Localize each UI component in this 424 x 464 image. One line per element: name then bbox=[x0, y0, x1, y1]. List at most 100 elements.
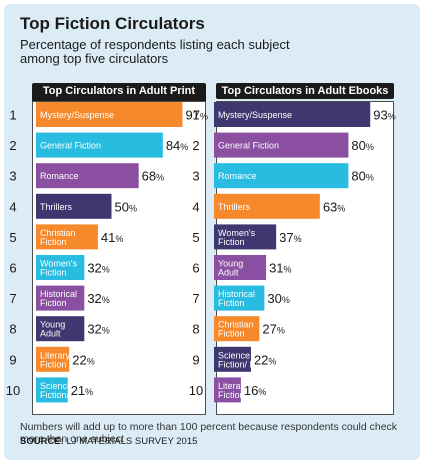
rank-number: 7 bbox=[192, 291, 199, 306]
category-label: Science Fiction/ Fantasy bbox=[218, 350, 282, 369]
category-label: Thrillers bbox=[40, 202, 73, 212]
rank-number: 10 bbox=[189, 383, 203, 398]
rank-number: 10 bbox=[6, 383, 20, 398]
bar-row: 10 Literary Fiction 16% bbox=[189, 377, 266, 403]
category-label: General Fiction bbox=[40, 141, 101, 151]
bar-row: 5 Christian Fiction 41% bbox=[9, 224, 123, 250]
rank-number: 8 bbox=[192, 322, 199, 337]
bar-row: 6 Women's Fiction 32% bbox=[9, 255, 110, 280]
bar bbox=[214, 132, 349, 158]
source-text: LJ MATERIALS SURVEY 2015 bbox=[66, 436, 198, 447]
bar-row: 8 Christian Fiction 27% bbox=[192, 316, 285, 342]
bar bbox=[36, 377, 68, 403]
rank-number: 3 bbox=[9, 169, 16, 184]
bar bbox=[214, 163, 349, 189]
bar bbox=[36, 102, 183, 127]
value-label: 16% bbox=[244, 383, 266, 398]
rank-number: 9 bbox=[9, 352, 16, 367]
bar bbox=[36, 285, 85, 311]
bar-row: 7 Historical Fiction 32% bbox=[9, 285, 110, 311]
value-label: 41% bbox=[101, 230, 123, 245]
bar-row: 3 Romance 80% bbox=[192, 163, 374, 189]
value-label: 22% bbox=[72, 352, 94, 367]
bar-row: 1 Mystery/Suspense 97% bbox=[9, 102, 208, 127]
category-label: Mystery/Suspense bbox=[218, 110, 292, 120]
bar bbox=[214, 193, 320, 219]
category-label: Christian Fiction bbox=[40, 228, 76, 247]
value-label: 84% bbox=[166, 138, 188, 153]
value-label: 32% bbox=[87, 261, 109, 276]
rank-number: 6 bbox=[9, 261, 16, 276]
rank-number: 1 bbox=[9, 108, 16, 123]
bar bbox=[214, 102, 371, 127]
value-label: 93% bbox=[373, 108, 395, 123]
bar bbox=[214, 377, 241, 403]
source-label: SOURCE: bbox=[20, 436, 64, 447]
value-label: 97% bbox=[185, 108, 207, 123]
bar bbox=[36, 224, 98, 250]
category-label: Romance bbox=[218, 171, 257, 181]
bar-row: 4 Thrillers 63% bbox=[192, 193, 345, 219]
rank-number: 4 bbox=[192, 199, 199, 214]
bar-row: 7 Historical Fiction 30% bbox=[192, 285, 290, 311]
rank-number: 8 bbox=[9, 322, 16, 337]
bar-row: 6 Young Adult 31% bbox=[192, 255, 292, 280]
bar bbox=[36, 316, 85, 342]
category-label: Thrillers bbox=[218, 202, 251, 212]
category-label: Women's Fiction bbox=[40, 259, 78, 278]
bar bbox=[36, 132, 163, 158]
category-label: Christian Fiction bbox=[218, 320, 254, 339]
value-label: 80% bbox=[351, 169, 373, 184]
value-label: 22% bbox=[254, 352, 276, 367]
value-label: 50% bbox=[115, 199, 137, 214]
bar bbox=[36, 193, 112, 219]
page-subtitle: Percentage of respondents listing each s… bbox=[20, 37, 290, 66]
bar bbox=[214, 224, 277, 250]
bar-row: 2 General Fiction 84% bbox=[9, 132, 188, 158]
category-label: Young Adult bbox=[40, 320, 65, 339]
bar-row: 8 Young Adult 32% bbox=[9, 316, 110, 342]
bar-row: 2 General Fiction 80% bbox=[192, 132, 374, 158]
category-label: Young Adult bbox=[218, 259, 243, 278]
bar bbox=[214, 346, 251, 372]
value-label: 80% bbox=[351, 138, 373, 153]
rank-number: 9 bbox=[192, 352, 199, 367]
bar bbox=[214, 316, 260, 342]
value-label: 27% bbox=[262, 322, 284, 337]
rank-number: 2 bbox=[192, 138, 199, 153]
category-label: General Fiction bbox=[218, 141, 279, 151]
rank-number: 5 bbox=[192, 230, 199, 245]
value-label: 31% bbox=[269, 261, 291, 276]
value-label: 30% bbox=[267, 291, 289, 306]
category-label: Mystery/Suspense bbox=[40, 110, 114, 120]
ebooks-header: Top Circulators in Adult Ebooks bbox=[216, 83, 394, 99]
bar-row: 3 Romance 68% bbox=[9, 163, 164, 189]
bar-row: 9 Literary Fiction 22% bbox=[9, 346, 95, 372]
bar-row: 5 Women's Fiction 37% bbox=[192, 224, 302, 250]
bar bbox=[36, 346, 70, 372]
bar bbox=[214, 285, 265, 311]
value-label: 37% bbox=[279, 230, 301, 245]
rank-number: 3 bbox=[192, 169, 199, 184]
value-label: 68% bbox=[142, 169, 164, 184]
category-label: Historical Fiction bbox=[218, 289, 255, 308]
category-label: Science Fiction/Fantasy bbox=[40, 381, 102, 400]
rank-number: 2 bbox=[9, 138, 16, 153]
rank-number: 7 bbox=[9, 291, 16, 306]
source-line: SOURCE: LJ MATERIALS SURVEY 2015 bbox=[20, 436, 197, 447]
category-label: Literary Fiction bbox=[218, 381, 249, 400]
rank-number: 5 bbox=[9, 230, 16, 245]
rank-number: 6 bbox=[192, 261, 199, 276]
value-label: 32% bbox=[87, 291, 109, 306]
bar-row: 4 Thrillers 50% bbox=[9, 193, 137, 219]
footnote: Numbers will add up to more than 100 per… bbox=[20, 421, 398, 445]
bar bbox=[214, 255, 267, 280]
bar bbox=[36, 255, 85, 280]
bar-row: 1 Mystery/Suspense 93% bbox=[192, 102, 396, 127]
category-label: Literary Fiction bbox=[40, 350, 71, 369]
category-label: Women's Fiction bbox=[218, 228, 256, 247]
bar bbox=[36, 163, 139, 189]
